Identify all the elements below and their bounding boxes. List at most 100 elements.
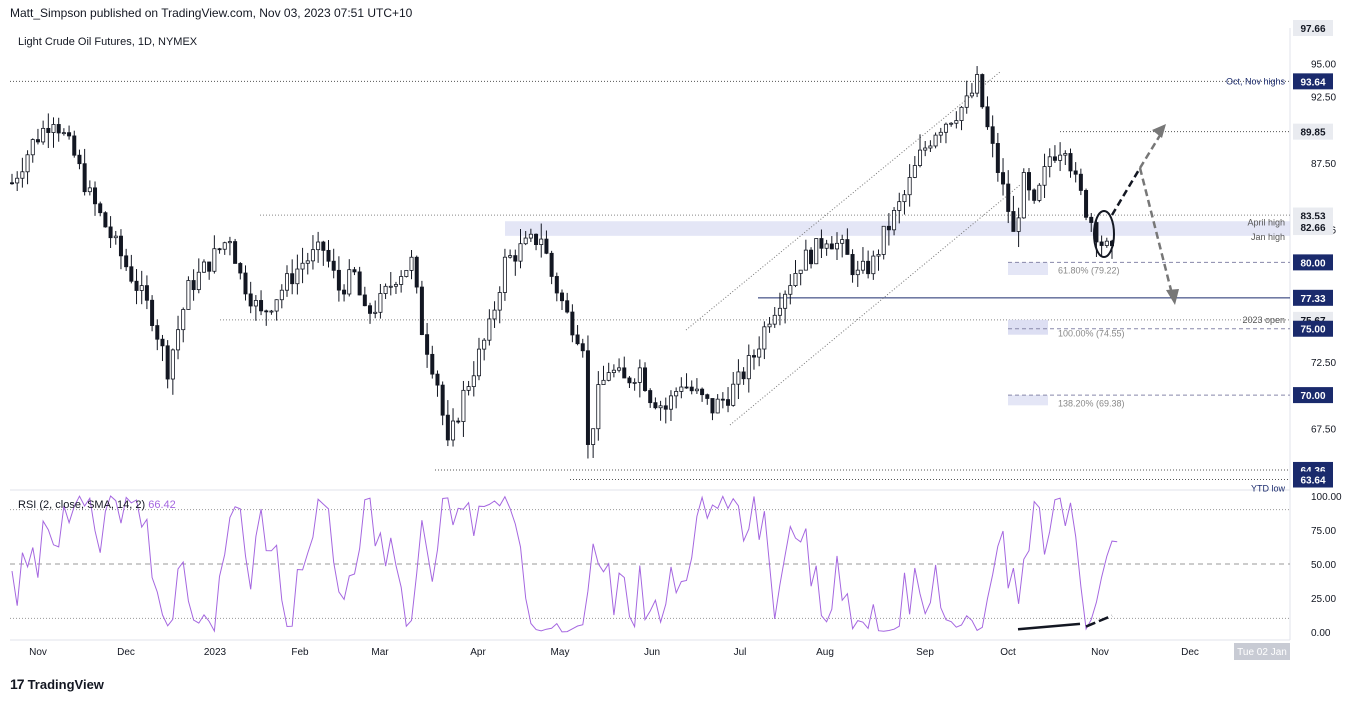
candle-body: [762, 326, 767, 350]
candle-body: [196, 271, 201, 291]
arrow-head-down: [1166, 289, 1179, 305]
price-tick: 95.00: [1311, 59, 1336, 70]
candle-body: [331, 260, 336, 271]
candle-body: [471, 375, 476, 387]
publisher-header: Matt_Simpson published on TradingView.co…: [10, 6, 413, 20]
candle-body: [103, 212, 108, 228]
fib-618-zone: [1008, 262, 1048, 275]
candle-body: [617, 367, 622, 371]
candle-body: [1021, 172, 1026, 219]
candle-body: [233, 241, 238, 264]
candle-body: [1006, 183, 1011, 212]
tradingview-logo[interactable]: 17 TradingView: [10, 676, 104, 692]
rsi-tick: 50.00: [1311, 560, 1336, 571]
price-tag-label: 75.00: [1300, 325, 1325, 336]
candle-body: [881, 225, 886, 255]
candle-body: [502, 256, 507, 293]
candle-body: [35, 139, 40, 143]
candle-body: [451, 420, 456, 441]
price-tag-label: 64.36: [1300, 466, 1325, 477]
candle-body: [679, 386, 684, 392]
candle-body: [668, 395, 673, 410]
april-high-label: April high: [1247, 218, 1285, 228]
candle-body: [518, 243, 523, 262]
time-label: Jun: [644, 647, 660, 658]
candle-body: [866, 260, 871, 275]
candle-body: [176, 329, 181, 351]
price-tag: [1293, 123, 1333, 140]
candle-body: [777, 307, 782, 316]
candle-body: [648, 390, 653, 404]
candle-body: [378, 293, 383, 313]
candle-body: [923, 147, 928, 151]
candle-body: [466, 386, 471, 391]
candle-body: [798, 269, 803, 274]
candle-body: [72, 135, 77, 156]
candle-body: [918, 149, 923, 166]
candle-body: [336, 269, 341, 291]
candle-body: [269, 310, 274, 313]
candle-body: [393, 284, 398, 287]
candle-body: [227, 241, 232, 244]
candle-body: [705, 394, 710, 399]
candle-body: [461, 389, 466, 422]
fib-1382-label: 138.20% (69.38): [1058, 398, 1125, 408]
time-label: Sep: [916, 647, 934, 658]
candle-body: [456, 420, 461, 423]
candle-body: [803, 249, 808, 271]
candle-body: [788, 285, 793, 295]
price-tag-label: 97.66: [1300, 24, 1325, 35]
time-label: Jul: [734, 647, 747, 658]
candle-body: [892, 209, 897, 231]
ytd-low-label: YTD low: [1251, 484, 1286, 494]
time-label: Nov: [29, 647, 47, 658]
candle-body: [259, 300, 264, 312]
candle-body: [876, 254, 881, 257]
candle-body: [279, 289, 284, 301]
candle-body: [684, 386, 689, 389]
candle-body: [445, 414, 450, 441]
candle-body: [414, 256, 419, 288]
candle-body: [1063, 153, 1068, 156]
candle-body: [715, 398, 720, 414]
candle-body: [990, 126, 995, 144]
candle-body: [118, 235, 123, 257]
candle-body: [1089, 216, 1094, 223]
candle-body: [1052, 156, 1057, 161]
candle-body: [362, 294, 367, 307]
candle-body: [497, 292, 502, 311]
candle-body: [694, 388, 699, 392]
candle-body: [321, 241, 326, 251]
candle-body: [129, 266, 134, 282]
candle-body: [726, 399, 731, 406]
candle-body: [549, 252, 554, 277]
candle-body: [933, 134, 938, 147]
candle-body: [580, 343, 585, 352]
candle-body: [741, 371, 746, 380]
candles-layer: [9, 66, 1115, 459]
time-label: Apr: [470, 647, 486, 658]
candle-body: [305, 260, 310, 264]
candle-body: [975, 74, 980, 94]
price-tag-label: 80.00: [1300, 258, 1325, 269]
candle-body: [316, 241, 321, 251]
candle-body: [596, 384, 601, 430]
candle-body: [357, 271, 362, 296]
price-tick: 67.50: [1311, 424, 1336, 435]
candle-body: [15, 177, 20, 184]
candle-body: [373, 311, 378, 314]
rsi-line: [11, 495, 1118, 633]
candle-body: [855, 269, 860, 276]
candle-body: [731, 383, 736, 406]
candle-body: [290, 273, 295, 285]
channel-lower: [729, 184, 1021, 426]
candle-body: [435, 373, 440, 386]
candle-body: [554, 276, 559, 294]
candle-body: [155, 325, 160, 340]
candle-body: [632, 381, 637, 384]
candle-body: [783, 293, 788, 309]
candle-body: [388, 285, 393, 288]
candle-body: [627, 377, 632, 384]
fib-618-label: 61.80% (79.22): [1058, 265, 1120, 275]
